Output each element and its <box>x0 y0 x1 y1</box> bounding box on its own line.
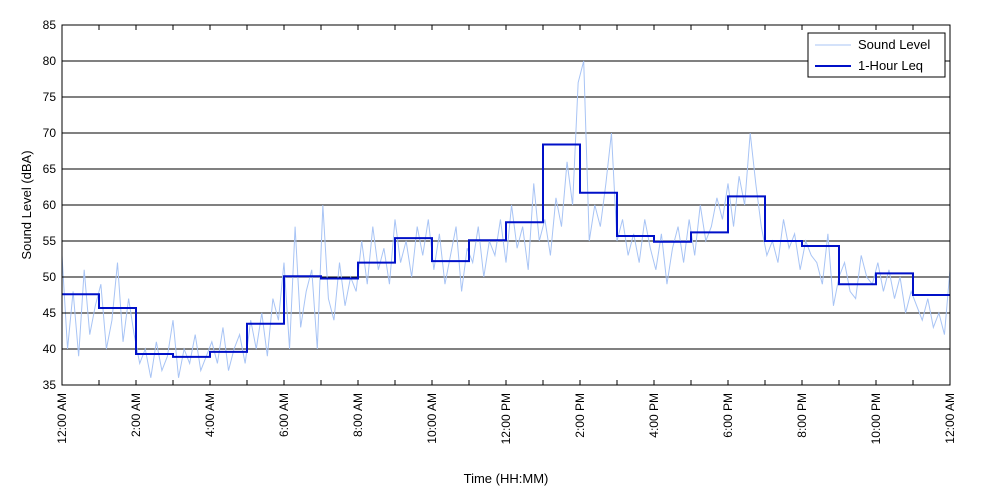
legend-box <box>807 32 946 78</box>
y-tick-label-45: 45 <box>43 306 57 320</box>
series-sound-level-line <box>61 60 951 378</box>
legend-label-hour-leq: 1-Hour Leq <box>858 58 923 73</box>
x-tick-label-2: 4:00 AM <box>203 393 217 437</box>
x-axis-label: Time (HH:MM) <box>464 471 549 486</box>
x-tick-label-11: 10:00 PM <box>869 393 883 444</box>
y-tick-label-85: 85 <box>43 18 57 32</box>
x-tick-label-10: 8:00 PM <box>795 393 809 438</box>
legend-label-sound-level: Sound Level <box>858 37 930 52</box>
x-tick-label-7: 2:00 PM <box>573 393 587 438</box>
x-tick-label-3: 6:00 AM <box>277 393 291 437</box>
x-tick-label-4: 8:00 AM <box>351 393 365 437</box>
x-tick-label-5: 10:00 AM <box>425 393 439 444</box>
x-tick-label-1: 2:00 AM <box>129 393 143 437</box>
y-axis-label: Sound Level (dBA) <box>19 150 34 259</box>
y-tick-label-50: 50 <box>43 270 57 284</box>
series-hour-leq-step <box>62 143 950 358</box>
y-tick-label-35: 35 <box>43 378 57 392</box>
y-tick-label-70: 70 <box>43 126 57 140</box>
y-tick-label-65: 65 <box>43 162 57 176</box>
x-tick-label-6: 12:00 PM <box>499 393 513 444</box>
y-tick-label-75: 75 <box>43 90 57 104</box>
grid-lines <box>62 60 950 350</box>
y-tick-label-55: 55 <box>43 234 57 248</box>
legend: Sound Level 1-Hour Leq <box>807 32 946 78</box>
y-tick-label-40: 40 <box>43 342 57 356</box>
x-tick-label-9: 6:00 PM <box>721 393 735 438</box>
x-tick-label-0: 12:00 AM <box>55 393 69 444</box>
y-tick-label-80: 80 <box>43 54 57 68</box>
y-tick-label-60: 60 <box>43 198 57 212</box>
x-tick-label-8: 4:00 PM <box>647 393 661 438</box>
x-tick-label-12: 12:00 AM <box>943 393 957 444</box>
axis-ticks: 35 40 45 50 55 60 65 70 75 80 85 12:00 AM 2:00 AM 4:0… <box>43 18 957 444</box>
series-layer <box>61 60 951 378</box>
